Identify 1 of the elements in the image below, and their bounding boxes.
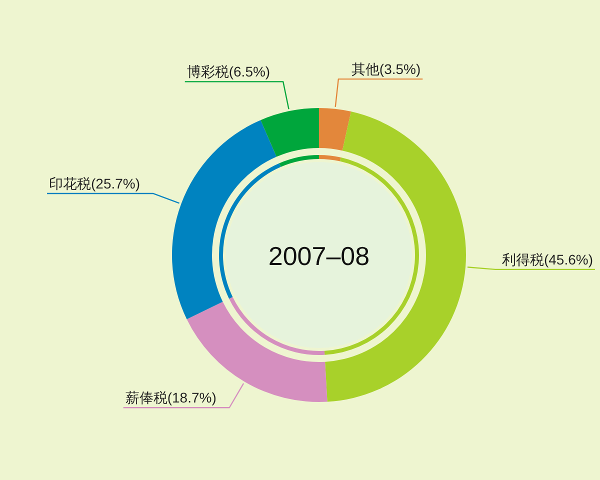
text: 2007–08 <box>268 241 370 271</box>
